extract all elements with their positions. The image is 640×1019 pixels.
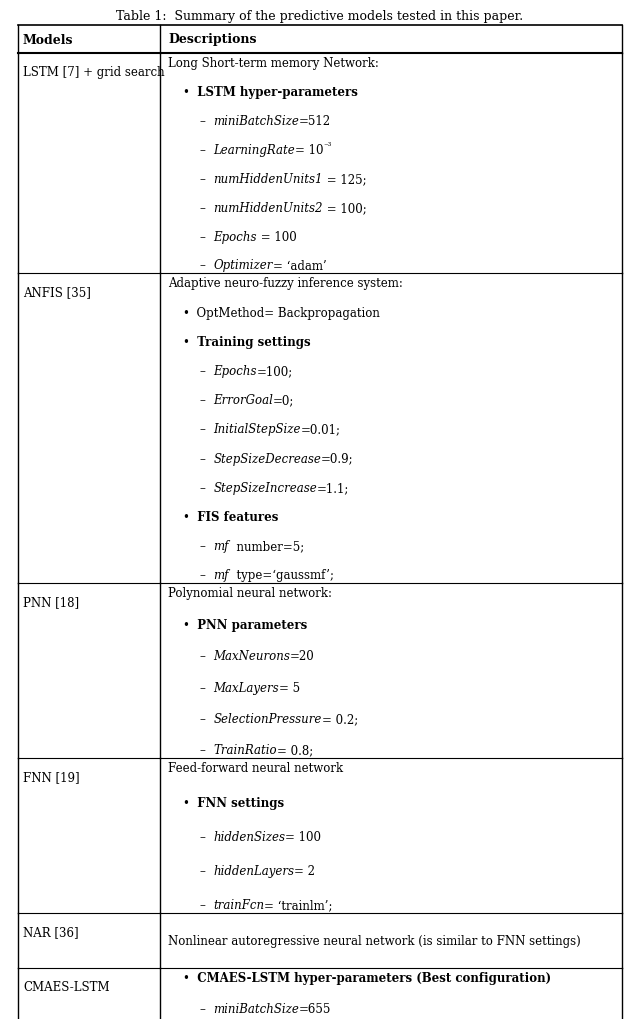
Text: =655: =655 (299, 1003, 332, 1015)
Text: •: • (182, 796, 189, 809)
Text: =512: =512 (299, 115, 332, 128)
Text: Long Short-term memory Network:: Long Short-term memory Network: (168, 57, 379, 70)
Text: –: – (200, 481, 206, 494)
Text: MaxLayers: MaxLayers (213, 681, 279, 694)
Text: •: • (182, 971, 189, 984)
Text: =0.01;: =0.01; (301, 423, 341, 436)
Text: mf: mf (213, 540, 229, 552)
Text: FNN [19]: FNN [19] (23, 770, 79, 784)
Text: LSTM hyper-parameters: LSTM hyper-parameters (189, 87, 358, 99)
Text: TrainRatio: TrainRatio (213, 744, 277, 757)
Text: Table 1:  Summary of the predictive models tested in this paper.: Table 1: Summary of the predictive model… (116, 10, 524, 23)
Text: Epochs: Epochs (213, 365, 257, 378)
Text: Adaptive neuro-fuzzy inference system:: Adaptive neuro-fuzzy inference system: (168, 277, 403, 290)
Text: •: • (182, 307, 189, 319)
Text: =0.9;: =0.9; (321, 452, 354, 466)
Text: hiddenSizes: hiddenSizes (213, 830, 285, 843)
Text: –: – (200, 744, 206, 757)
Text: –: – (200, 540, 206, 552)
Text: •: • (182, 511, 189, 524)
Text: = ‘adam’: = ‘adam’ (273, 259, 326, 272)
Text: miniBatchSize: miniBatchSize (213, 115, 299, 128)
Text: InitialStepSize: InitialStepSize (213, 423, 301, 436)
Text: = 2: = 2 (294, 864, 316, 877)
Text: MaxNeurons: MaxNeurons (213, 650, 290, 662)
Text: mf: mf (213, 569, 229, 582)
Text: •: • (182, 619, 189, 632)
Text: Polynomial neural network:: Polynomial neural network: (168, 587, 332, 600)
Text: StepSizeIncrease: StepSizeIncrease (213, 481, 317, 494)
Text: =1.1;: =1.1; (317, 481, 349, 494)
Text: numHiddenUnits1: numHiddenUnits1 (213, 173, 323, 185)
Text: = 125;: = 125; (323, 173, 367, 185)
Text: LSTM [7] + grid search: LSTM [7] + grid search (23, 66, 164, 78)
Text: SelectionPressure: SelectionPressure (213, 712, 322, 726)
Text: ErrorGoal: ErrorGoal (213, 394, 273, 407)
Text: ⁻³: ⁻³ (324, 142, 332, 151)
Text: •: • (182, 87, 189, 99)
Text: = 100: = 100 (257, 230, 296, 244)
Text: = 100;: = 100; (323, 202, 367, 215)
Text: LearningRate: LearningRate (213, 144, 295, 157)
Text: PNN parameters: PNN parameters (189, 619, 307, 632)
Text: = 10: = 10 (295, 144, 324, 157)
Text: •: • (182, 335, 189, 348)
Text: –: – (200, 452, 206, 466)
Text: –: – (200, 259, 206, 272)
Text: –: – (200, 202, 206, 215)
Text: –: – (200, 712, 206, 726)
Text: –: – (200, 115, 206, 128)
Text: hiddenLayers: hiddenLayers (213, 864, 294, 877)
Text: –: – (200, 1003, 206, 1015)
Text: ANFIS [35]: ANFIS [35] (23, 285, 91, 299)
Text: –: – (200, 230, 206, 244)
Text: –: – (200, 144, 206, 157)
Text: –: – (200, 864, 206, 877)
Text: = 0.2;: = 0.2; (322, 712, 358, 726)
Text: type=‘gaussmf’;: type=‘gaussmf’; (229, 569, 334, 582)
Text: FIS features: FIS features (189, 511, 278, 524)
Text: –: – (200, 365, 206, 378)
Text: –: – (200, 650, 206, 662)
Text: = 5: = 5 (279, 681, 300, 694)
Text: Models: Models (23, 34, 74, 47)
Text: Nonlinear autoregressive neural network (is similar to FNN settings): Nonlinear autoregressive neural network … (168, 934, 580, 947)
Text: –: – (200, 899, 206, 912)
Text: = 100: = 100 (285, 830, 321, 843)
Text: trainFcn: trainFcn (213, 899, 264, 912)
Text: =100;: =100; (257, 365, 293, 378)
Text: –: – (200, 394, 206, 407)
Text: –: – (200, 830, 206, 843)
Text: number=5;: number=5; (229, 540, 304, 552)
Text: Feed-forward neural network: Feed-forward neural network (168, 762, 343, 774)
Text: PNN [18]: PNN [18] (23, 595, 79, 608)
Text: numHiddenUnits2: numHiddenUnits2 (213, 202, 323, 215)
Text: =0;: =0; (273, 394, 294, 407)
Text: =20: =20 (290, 650, 315, 662)
Text: Training settings: Training settings (189, 335, 310, 348)
Text: OptMethod= Backpropagation: OptMethod= Backpropagation (189, 307, 380, 319)
Text: Descriptions: Descriptions (168, 34, 257, 47)
Text: –: – (200, 681, 206, 694)
Text: Optimizer: Optimizer (213, 259, 273, 272)
Text: = 0.8;: = 0.8; (277, 744, 313, 757)
Text: Epochs: Epochs (213, 230, 257, 244)
Text: –: – (200, 569, 206, 582)
Text: FNN settings: FNN settings (189, 796, 284, 809)
Text: CMAES-LSTM: CMAES-LSTM (23, 980, 109, 994)
Text: StepSizeDecrease: StepSizeDecrease (213, 452, 321, 466)
Text: –: – (200, 173, 206, 185)
Text: NAR [36]: NAR [36] (23, 925, 79, 938)
Text: –: – (200, 423, 206, 436)
Text: CMAES-LSTM hyper-parameters (Best configuration): CMAES-LSTM hyper-parameters (Best config… (189, 971, 551, 984)
Text: miniBatchSize: miniBatchSize (213, 1003, 299, 1015)
Text: = ‘trainlm’;: = ‘trainlm’; (264, 899, 333, 912)
